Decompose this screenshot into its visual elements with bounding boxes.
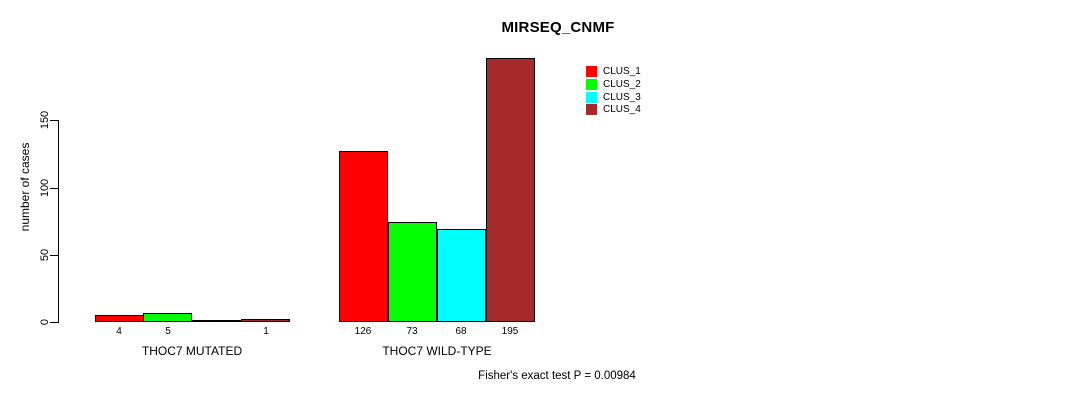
y-tick [50, 188, 58, 189]
bar [486, 58, 535, 322]
legend-row: CLUS_1 [586, 66, 641, 77]
bar [143, 313, 192, 322]
y-tick-label: 50 [39, 248, 51, 262]
legend-row: CLUS_4 [586, 104, 641, 115]
bar-count-label: 68 [455, 326, 467, 337]
legend-row: CLUS_2 [586, 79, 641, 90]
group-label: THOC7 MUTATED [141, 344, 243, 358]
y-tick [50, 322, 58, 323]
bar-count-label: 195 [501, 326, 519, 337]
y-tick-label: 150 [39, 110, 51, 130]
bar [241, 319, 290, 322]
bar [437, 229, 486, 322]
bar-count-label: 1 [263, 326, 269, 337]
fisher-test-annotation: Fisher's exact test P = 0.00984 [478, 370, 636, 382]
y-tick-label: 100 [39, 178, 51, 198]
y-axis-label: number of cases [18, 142, 32, 232]
group-label: THOC7 WILD-TYPE [382, 344, 492, 358]
bar [192, 320, 241, 322]
bar-count-label: 5 [165, 326, 171, 337]
legend-label: CLUS_3 [603, 92, 641, 103]
y-tick [50, 255, 58, 256]
legend-label: CLUS_1 [603, 66, 641, 77]
y-tick [50, 120, 58, 121]
legend-label: CLUS_4 [603, 104, 641, 115]
bar [95, 315, 144, 322]
bar-count-label: 73 [406, 326, 418, 337]
bar-count-label: 126 [354, 326, 372, 337]
legend-swatch [586, 79, 597, 90]
legend-swatch [586, 104, 597, 115]
y-tick-label: 0 [39, 318, 51, 326]
legend-swatch [586, 66, 597, 77]
chart-title: MIRSEQ_CNMF [501, 19, 615, 36]
legend-label: CLUS_2 [603, 79, 641, 90]
bar-count-label: 4 [116, 326, 122, 337]
bar [339, 151, 388, 322]
legend-row: CLUS_3 [586, 92, 641, 103]
y-axis-line [58, 120, 59, 323]
legend-swatch [586, 92, 597, 103]
bar [388, 222, 437, 322]
